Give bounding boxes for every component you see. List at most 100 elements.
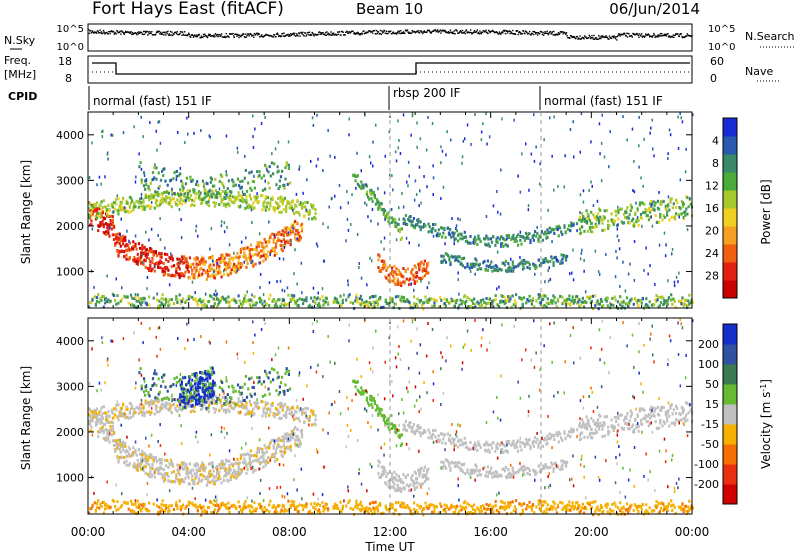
velocity-cell bbox=[166, 459, 169, 463]
power-cell bbox=[245, 195, 248, 199]
power-cell bbox=[89, 202, 92, 206]
power-cell bbox=[215, 193, 218, 197]
power-cell bbox=[157, 120, 159, 124]
power-cell bbox=[583, 269, 585, 273]
power-cell bbox=[527, 208, 530, 212]
power-cell bbox=[481, 303, 484, 307]
power-cell bbox=[280, 210, 283, 214]
power-cell bbox=[185, 257, 188, 261]
velocity-cell bbox=[257, 457, 261, 461]
power-cell bbox=[148, 257, 151, 261]
power-cell bbox=[187, 132, 189, 136]
power-cell bbox=[214, 260, 217, 264]
power-cell bbox=[243, 255, 246, 259]
power-cell bbox=[564, 300, 567, 304]
velocity-cell bbox=[101, 416, 104, 420]
power-cell bbox=[115, 237, 118, 241]
noise-sample bbox=[594, 38, 596, 40]
power-cell bbox=[595, 225, 598, 228]
power-cell bbox=[603, 228, 606, 232]
velocity-cell bbox=[168, 402, 171, 406]
noise-sample bbox=[408, 32, 410, 34]
power-cell bbox=[109, 222, 112, 226]
power-cell bbox=[601, 299, 604, 303]
power-cell bbox=[598, 122, 601, 126]
noise-sample bbox=[296, 33, 298, 35]
velocity-cell bbox=[140, 406, 143, 410]
power-cell bbox=[279, 304, 282, 308]
power-cell bbox=[612, 303, 615, 307]
velocity-cell bbox=[175, 408, 178, 412]
power-cell bbox=[650, 208, 653, 212]
power-cell bbox=[236, 269, 239, 273]
velocity-cell bbox=[236, 457, 239, 461]
power-cell bbox=[421, 276, 424, 280]
power-cell bbox=[211, 184, 215, 188]
power-cell bbox=[162, 262, 165, 266]
noise-sample bbox=[233, 36, 235, 39]
power-cell bbox=[495, 268, 498, 272]
power-cell bbox=[219, 192, 222, 196]
velocity-cell bbox=[226, 478, 229, 482]
power-cell bbox=[687, 299, 690, 303]
power-cell bbox=[377, 206, 380, 210]
power-cell bbox=[217, 271, 220, 274]
power-cell bbox=[338, 184, 341, 187]
power-cell bbox=[227, 179, 230, 183]
power-cell bbox=[189, 175, 192, 179]
power-cell bbox=[628, 216, 630, 220]
power-cell bbox=[230, 190, 233, 194]
noise-sample bbox=[576, 35, 578, 38]
noise-sample bbox=[585, 36, 587, 38]
power-cell bbox=[178, 276, 181, 280]
power-cell bbox=[430, 230, 434, 234]
velocity-cell bbox=[159, 406, 162, 410]
power-cell bbox=[140, 200, 143, 204]
noise-sample bbox=[236, 35, 238, 37]
noise-sample bbox=[208, 34, 211, 37]
power-cell bbox=[237, 294, 240, 298]
velocity-cell bbox=[111, 416, 114, 420]
power-cell bbox=[168, 202, 171, 206]
noise-sample bbox=[453, 30, 456, 32]
noise-sample bbox=[336, 34, 338, 36]
noise-sample bbox=[238, 36, 240, 39]
frequency-panel-frame bbox=[87, 55, 693, 84]
power-cell bbox=[225, 252, 228, 256]
noise-sample bbox=[461, 32, 463, 34]
power-cell bbox=[228, 300, 231, 304]
power-cell bbox=[204, 190, 207, 194]
power-cell bbox=[225, 173, 228, 177]
power-cell bbox=[551, 154, 553, 158]
power-cell bbox=[165, 190, 168, 194]
velocity-cell bbox=[92, 415, 95, 419]
power-cell bbox=[188, 256, 191, 260]
power-cell bbox=[379, 270, 382, 273]
power-cell bbox=[138, 152, 140, 156]
noise-sample bbox=[600, 37, 602, 40]
power-cell bbox=[267, 170, 270, 174]
power-cell bbox=[97, 229, 100, 233]
power-cell bbox=[119, 299, 122, 303]
velocity-cell bbox=[112, 431, 116, 435]
power-cell bbox=[212, 259, 214, 263]
power-cell bbox=[413, 302, 416, 306]
power-cell bbox=[217, 302, 220, 306]
power-cell bbox=[416, 223, 419, 227]
power-cell bbox=[603, 216, 606, 220]
power-cell bbox=[418, 220, 421, 224]
noise-sample bbox=[506, 30, 508, 32]
velocity-cell bbox=[100, 420, 103, 424]
power-cell bbox=[564, 231, 567, 235]
power-cell bbox=[435, 299, 438, 303]
power-cell bbox=[184, 301, 187, 304]
power-cell bbox=[588, 227, 592, 231]
power-cell bbox=[543, 138, 545, 142]
velocity-cell bbox=[145, 410, 148, 414]
power-cell bbox=[448, 258, 451, 262]
power-cell bbox=[413, 198, 416, 202]
power-cell bbox=[661, 199, 664, 203]
power-cell bbox=[505, 234, 508, 238]
power-cell bbox=[295, 229, 298, 232]
